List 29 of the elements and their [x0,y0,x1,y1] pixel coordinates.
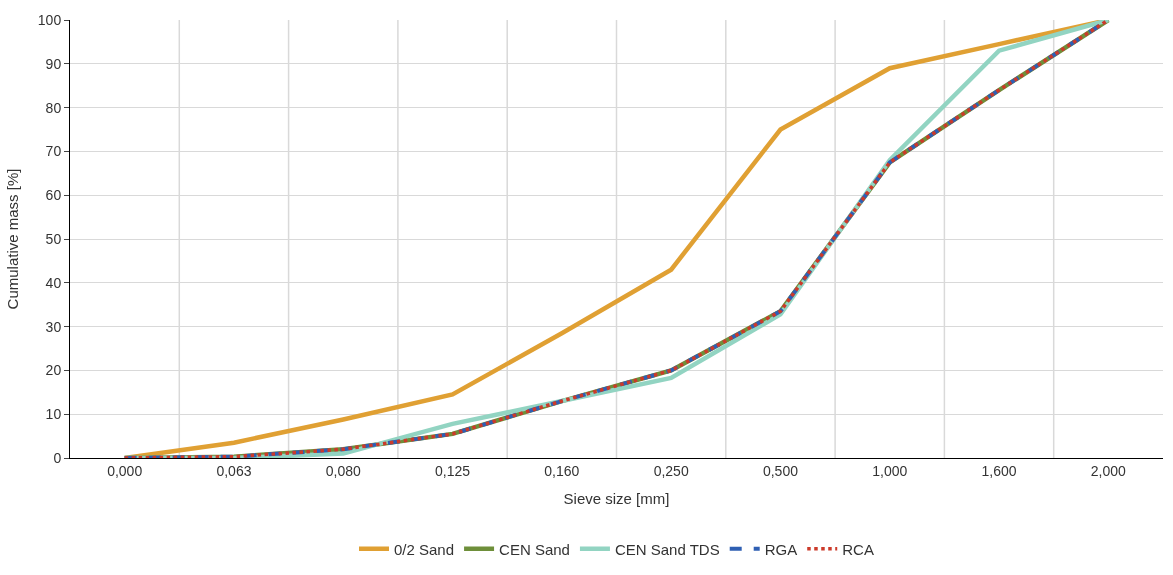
legend-label: 0/2 Sand [394,540,455,558]
x-tick-label: 2,000 [1090,462,1127,479]
x-tick-label: 0,500 [762,462,799,479]
legend-label: CEN Sand [499,540,570,558]
y-tick-label: 70 [45,143,62,160]
y-tick-label: 60 [45,187,62,204]
y-tick-label: 100 [37,11,62,28]
y-tick-label: 0 [53,449,62,466]
y-tick-label: 40 [45,274,62,291]
y-tick-label: 90 [45,55,62,72]
x-tick-label: 0,080 [325,462,361,479]
legend-label: CEN Sand TDS [614,540,720,558]
x-tick-label: 0,000 [107,462,143,479]
y-axis-title: Cumulative mass [%] [4,168,22,310]
x-axis-title: Sieve size [mm] [563,489,670,507]
x-tick-label: 1,000 [872,462,908,479]
x-tick-label: 1,600 [981,462,1017,479]
x-tick-label: 0,125 [435,462,471,479]
y-tick-label: 80 [45,99,62,116]
y-tick-label: 20 [45,362,62,379]
legend-label: RCA [842,540,874,558]
y-tick-label: 50 [45,230,62,247]
x-tick-label: 0,160 [544,462,580,479]
x-tick-label: 0,063 [216,462,252,479]
legend-label: RGA [764,540,798,558]
line-series [122,20,1111,458]
x-tick-label: 0,250 [653,462,689,479]
y-tick-label: 30 [45,318,62,335]
y-tick-label: 10 [45,406,62,423]
